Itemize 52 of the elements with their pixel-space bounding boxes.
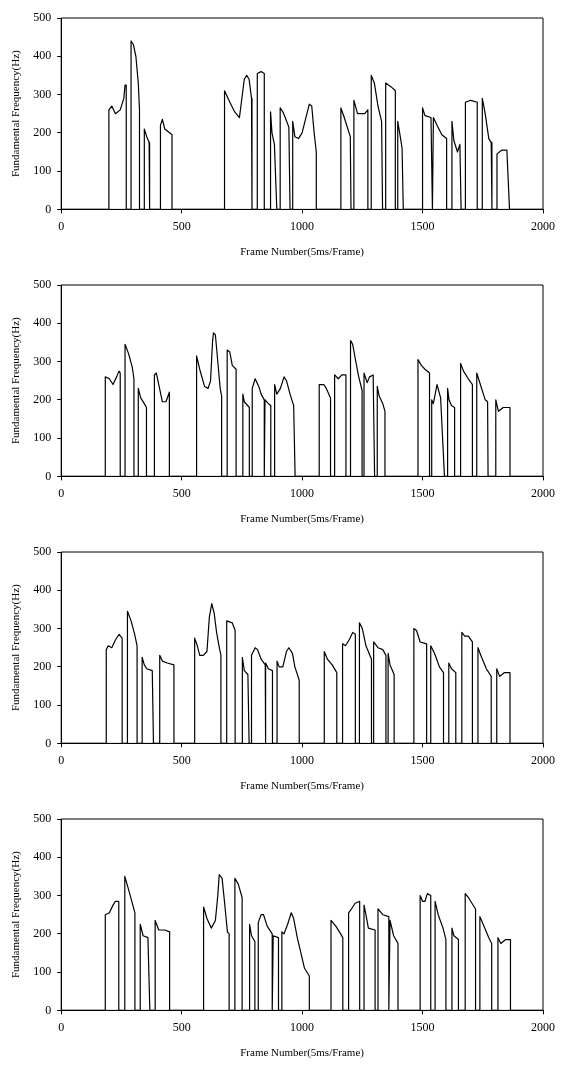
y-tick-label: 0 xyxy=(45,201,52,216)
x-axis-title: Frame Number(5ms/Frame) xyxy=(240,245,365,259)
y-tick-label: 0 xyxy=(45,468,52,483)
y-tick-label: 200 xyxy=(33,659,52,673)
x-tick-label: 1000 xyxy=(290,1019,315,1034)
x-tick-label: 1000 xyxy=(290,752,315,767)
y-tick-label: 300 xyxy=(33,887,52,902)
x-tick-label: 2000 xyxy=(531,485,555,500)
x-tick-label: 1500 xyxy=(410,1019,435,1034)
y-tick-label: 200 xyxy=(33,125,52,139)
x-tick-label: 1500 xyxy=(410,752,435,767)
x-tick-label: 1000 xyxy=(290,218,315,233)
x-tick-label: 500 xyxy=(172,1019,191,1034)
x-tick-label: 0 xyxy=(58,752,65,767)
y-axis-title: Fundamental Frequency(Hz) xyxy=(9,316,23,445)
y-tick-label: 500 xyxy=(33,811,52,826)
y-tick-label: 400 xyxy=(33,315,52,330)
y-tick-label: 100 xyxy=(33,430,52,445)
y-tick-label: 0 xyxy=(45,735,52,750)
y-tick-label: 0 xyxy=(45,1002,52,1017)
y-tick-label: 100 xyxy=(33,697,52,712)
x-axis-title: Frame Number(5ms/Frame) xyxy=(240,1046,365,1060)
x-tick-label: 2000 xyxy=(531,1019,555,1034)
y-tick-label: 300 xyxy=(33,86,52,101)
y-axis-title: Fundamental Frequency(Hz) xyxy=(9,49,23,178)
x-tick-label: 1000 xyxy=(290,485,315,500)
y-tick-label: 400 xyxy=(33,48,52,63)
y-tick-label: 300 xyxy=(33,620,52,635)
x-tick-label: 2000 xyxy=(531,218,555,233)
y-tick-label: 500 xyxy=(33,544,52,559)
y-tick-label: 500 xyxy=(33,10,52,25)
y-tick-label: 200 xyxy=(33,926,52,940)
y-axis-title: Fundamental Frequency(Hz) xyxy=(9,583,23,712)
x-tick-label: 1500 xyxy=(410,485,435,500)
y-tick-label: 100 xyxy=(33,163,52,178)
x-tick-label: 0 xyxy=(58,485,65,500)
y-axis-title: Fundamental Frequency(Hz) xyxy=(9,850,23,979)
x-tick-label: 1500 xyxy=(410,218,435,233)
y-tick-label: 400 xyxy=(33,849,52,864)
x-tick-label: 2000 xyxy=(531,752,555,767)
x-axis-title: Frame Number(5ms/Frame) xyxy=(240,779,365,793)
x-axis-title: Frame Number(5ms/Frame) xyxy=(240,512,365,526)
x-tick-label: 0 xyxy=(58,218,65,233)
y-tick-label: 400 xyxy=(33,582,52,597)
x-tick-label: 0 xyxy=(58,1019,65,1034)
x-tick-label: 500 xyxy=(172,485,191,500)
y-tick-label: 500 xyxy=(33,277,52,292)
x-tick-label: 500 xyxy=(172,752,191,767)
y-tick-label: 300 xyxy=(33,353,52,368)
y-tick-label: 200 xyxy=(33,392,52,406)
y-tick-label: 100 xyxy=(33,964,52,979)
x-tick-label: 500 xyxy=(172,218,191,233)
